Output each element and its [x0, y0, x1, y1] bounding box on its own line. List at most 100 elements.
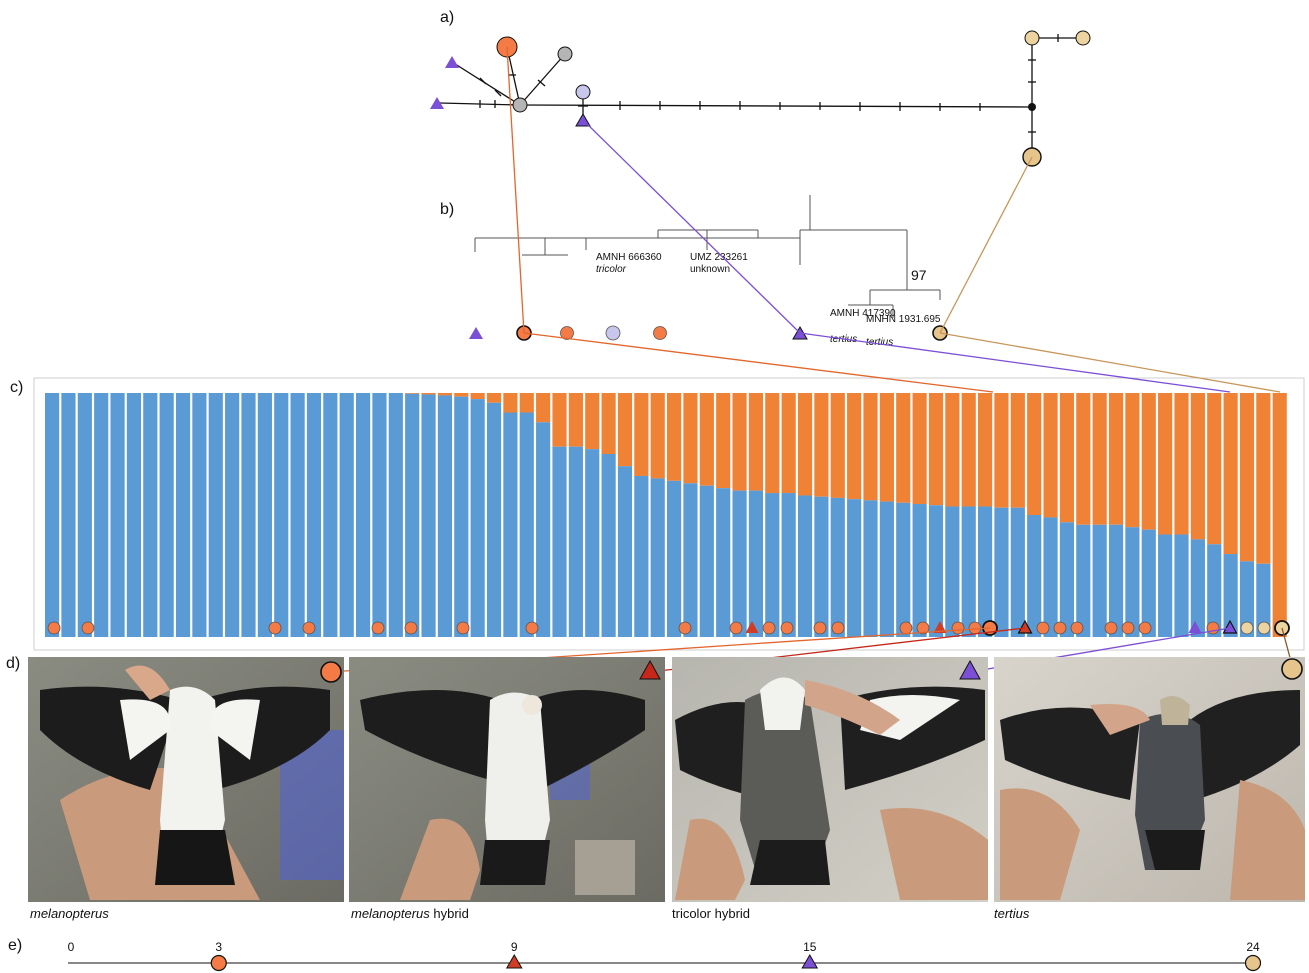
admixture-bar-blue — [568, 446, 583, 637]
admixture-bar-orange — [748, 393, 764, 491]
admixture-bar-blue — [61, 393, 76, 637]
phylogenetic-tree — [474, 195, 941, 318]
admixture-bar-orange — [1174, 393, 1189, 535]
sample-symbol-hybrid-red-outlined — [1017, 619, 1033, 634]
admixture-bar-blue — [797, 495, 813, 637]
admixture-bar-blue — [650, 478, 665, 637]
admixture-bar-blue — [470, 399, 485, 637]
panel-label-a: a) — [440, 9, 454, 26]
sample-symbol-melanopterus — [81, 621, 95, 635]
admixture-bar-blue — [585, 449, 600, 637]
admixture-bar-blue — [863, 500, 878, 637]
axis-e-tick-label: 24 — [1246, 940, 1260, 954]
admixture-bar-orange — [1010, 393, 1025, 508]
admixture-bar-blue — [388, 393, 403, 637]
admixture-bar-blue — [126, 393, 142, 637]
admixture-bar-blue — [290, 393, 305, 637]
admixture-bar-blue — [486, 402, 502, 637]
sample-symbol-melanopterus — [1138, 621, 1152, 635]
admixture-bar-blue — [241, 393, 256, 637]
caption-melanopterus: melanopterus — [30, 906, 109, 921]
admixture-bar-orange — [814, 393, 829, 497]
tip-symbol-melanopterus — [560, 326, 574, 340]
axis-e-marker-circle — [1244, 954, 1262, 972]
admixture-bar-orange — [486, 393, 502, 403]
sample-symbol-melanopterus — [371, 621, 385, 635]
sample-symbol-melanopterus — [456, 621, 470, 635]
sample-symbol-hybrid-red — [933, 621, 947, 633]
admixture-bar-blue — [208, 393, 223, 637]
panel-label-d: d) — [6, 655, 20, 672]
admixture-bar-blue — [1092, 524, 1107, 637]
sample-symbol-tertius — [1240, 621, 1254, 635]
admixture-bar-blue — [306, 393, 322, 637]
admixture-bar-orange — [585, 393, 600, 450]
axis-e-marker-triangle — [801, 953, 819, 969]
admixture-bar-orange — [732, 393, 747, 491]
admixture-bar-blue — [634, 475, 649, 637]
tree-tip-id-3a: AMNH 417390 — [830, 308, 896, 319]
sample-symbol-melanopterus — [268, 621, 282, 635]
admixture-bar-blue — [879, 501, 894, 637]
photo-symbol-tertius — [1281, 658, 1303, 680]
admixture-bar-orange — [470, 393, 485, 400]
admixture-bar-blue — [1207, 544, 1222, 637]
admixture-bar-orange — [683, 393, 698, 484]
admixture-bar-blue — [356, 393, 371, 637]
admixture-bar-blue — [192, 393, 207, 637]
admixture-bar-orange — [699, 393, 714, 486]
admixture-bar-orange — [667, 393, 682, 481]
admixture-bar-blue — [519, 412, 534, 637]
sample-symbol-melanopterus — [951, 621, 965, 635]
admixture-bar-blue — [437, 395, 453, 637]
photo-symbol-hybrid-red — [639, 659, 661, 680]
sample-symbol-melanopterus — [1104, 621, 1118, 635]
admixture-bar-blue — [716, 488, 731, 637]
photo-tricolor-hybrid — [672, 657, 988, 902]
admixture-bar-orange — [617, 393, 633, 467]
admixture-bars — [45, 393, 1287, 637]
sample-symbol-melanopterus — [1036, 621, 1050, 635]
admixture-bar-blue — [159, 393, 174, 637]
haplotype-grey-node — [557, 46, 573, 62]
photo-tertius — [994, 657, 1305, 902]
admixture-bar-orange — [765, 393, 780, 494]
haplotype-purple-triangle-left — [430, 97, 444, 109]
admixture-bar-blue — [1010, 507, 1025, 637]
admixture-bar-blue — [536, 422, 551, 637]
admixture-bar-blue — [421, 394, 436, 637]
photo-melanopterus-hybrid — [349, 657, 665, 902]
admixture-bar-blue — [765, 493, 780, 637]
caption-tertius: tertius — [994, 906, 1030, 921]
admixture-bar-orange — [405, 393, 420, 394]
sample-symbol-melanopterus — [1070, 621, 1084, 635]
sample-symbol-melanopterus — [899, 621, 913, 635]
admixture-bar-orange — [1092, 393, 1107, 525]
admixture-bar-orange — [601, 393, 616, 454]
axis-e-tick-label: 9 — [511, 940, 518, 954]
sample-symbol-melanopterus — [780, 621, 794, 635]
sample-symbol-melanopterus — [404, 621, 418, 635]
admixture-bar-blue — [405, 393, 420, 637]
admixture-bar-orange — [519, 393, 534, 413]
haplotype-grey-hub-node — [512, 97, 528, 113]
admixture-bar-orange — [1223, 393, 1238, 555]
admixture-bar-orange — [1207, 393, 1222, 545]
admixture-bar-blue — [77, 393, 92, 637]
admixture-bar-orange — [536, 393, 551, 423]
admixture-bar-orange — [1256, 393, 1271, 564]
admixture-bar-blue — [503, 412, 518, 637]
admixture-bar-orange — [552, 393, 567, 447]
network-edge-grey — [519, 53, 566, 106]
admixture-bar-blue — [928, 505, 944, 637]
admixture-bar-blue — [1125, 527, 1140, 637]
axis-e-marker-circle — [210, 954, 227, 972]
admixture-bar-blue — [1141, 529, 1156, 637]
admixture-bar-orange — [994, 393, 1009, 508]
photo-symbol-hybrid-purple — [959, 659, 981, 680]
admixture-bar-orange — [978, 393, 993, 507]
photo-melanopterus — [28, 657, 344, 902]
admixture-bar-orange — [421, 393, 436, 395]
axis-e-tick-label: 0 — [68, 940, 75, 954]
admixture-bar-orange — [1108, 393, 1124, 525]
